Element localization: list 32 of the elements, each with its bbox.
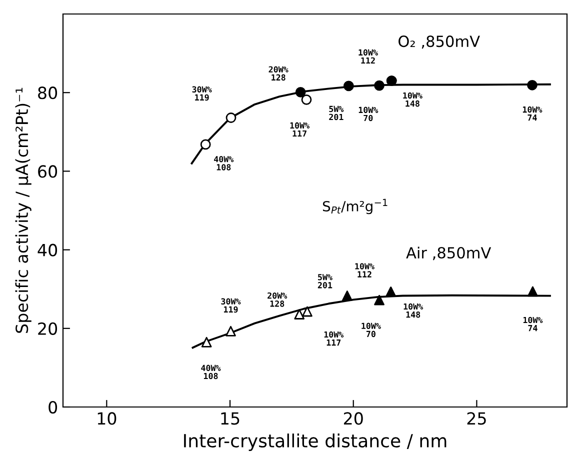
data-label: 10W% 148	[403, 92, 422, 107]
y-tick-label: 0	[48, 400, 58, 414]
y-tick-label: 60	[38, 165, 58, 178]
text: Air ,850mV	[406, 246, 492, 260]
data-label: 10W% 74	[523, 316, 543, 332]
x-axis-title: Inter-crystallite distance / nm	[184, 434, 446, 452]
y-tick-label: 80	[38, 86, 58, 100]
y-tick-label: 40	[38, 244, 58, 256]
data-label: 10W% 70	[358, 106, 378, 122]
x-tick-label: 25	[467, 412, 486, 425]
data-label: 10W% 112	[358, 49, 378, 64]
data-label: 10W% 70	[362, 322, 381, 338]
data-label: 10W% 117	[290, 122, 310, 137]
data-label: 30W% 119	[221, 298, 241, 313]
data-label: 10W% 112	[355, 263, 374, 278]
data-label: 40W% 108	[201, 364, 221, 380]
data-label: 5W% 201	[329, 106, 344, 120]
data-label: 10W% 74	[522, 106, 542, 121]
data-label: 20W% 128	[268, 292, 288, 307]
data-label: 5W% 201	[318, 274, 332, 288]
text: O₂ ,850mV	[398, 36, 480, 49]
y-tick-label: 20	[38, 322, 58, 335]
x-tick-label: 20	[344, 412, 363, 425]
data-label: 40W% 108	[214, 156, 234, 170]
data-label: 20W% 128	[268, 66, 288, 81]
data-label: 10W% 117	[324, 331, 344, 346]
x-tick-label: 10	[98, 412, 116, 425]
y-axis-title: Specific activity / μA(cm²Pt)⁻¹	[15, 88, 32, 333]
annotation: S$_{Pt}$/m²g$^{−1}$	[322, 198, 388, 214]
x-tick-label: 15	[221, 412, 240, 425]
data-label: 30W% 119	[192, 86, 212, 101]
data-label: 10W% 148	[404, 303, 424, 318]
